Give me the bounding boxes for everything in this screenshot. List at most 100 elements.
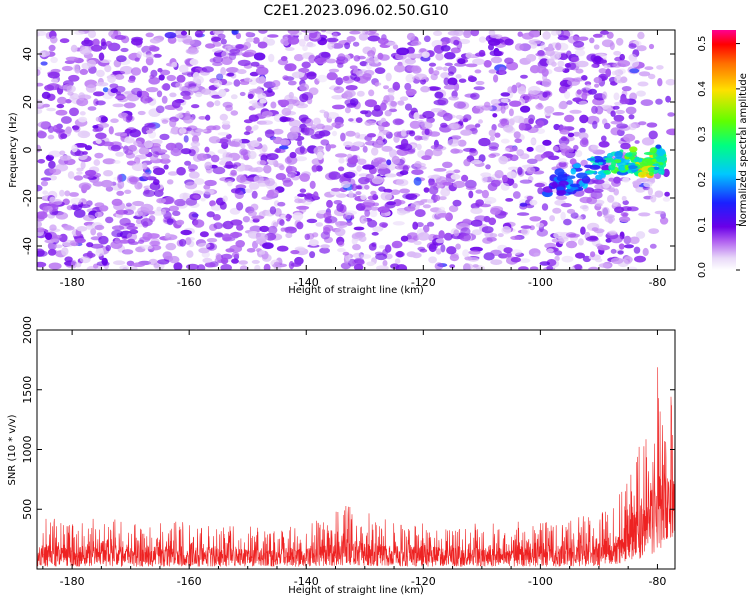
heatmap-cell <box>435 238 445 244</box>
heatmap-cell <box>219 113 228 121</box>
heatmap-y-label: Frequency (Hz) <box>8 112 19 188</box>
heatmap-cell <box>648 43 655 50</box>
heatmap-cell <box>413 240 422 246</box>
heatmap-cell <box>227 180 233 187</box>
heatmap-cell <box>298 114 309 122</box>
heatmap-cell <box>165 242 177 251</box>
heatmap-cell <box>95 139 102 144</box>
heatmap-cell <box>98 115 107 124</box>
heatmap-signal-cell <box>629 146 638 153</box>
heatmap-cell <box>78 116 88 123</box>
heatmap-cell <box>610 257 624 264</box>
heatmap-cell <box>576 89 582 95</box>
heatmap-cell <box>539 261 551 266</box>
heatmap-cell <box>37 261 47 268</box>
heatmap-cell <box>73 209 86 218</box>
heatmap-cell <box>250 140 260 148</box>
y-tick-label: 1000 <box>21 436 34 464</box>
heatmap-cell <box>319 109 326 114</box>
heatmap-cell <box>430 144 444 150</box>
heatmap-cell <box>460 129 473 136</box>
heatmap-cell <box>79 46 92 55</box>
heatmap-cell <box>527 85 541 95</box>
heatmap-cell <box>649 243 657 249</box>
heatmap-cell <box>594 55 602 63</box>
heatmap-cell <box>69 107 79 117</box>
heatmap-cell <box>65 224 72 230</box>
heatmap-cell <box>411 65 422 74</box>
heatmap-cell <box>528 30 541 38</box>
heatmap-cell <box>440 45 451 52</box>
snr-y-label: SNR (10 * v/v) <box>7 414 18 485</box>
heatmap-cell <box>289 126 302 134</box>
heatmap-cell <box>574 49 586 57</box>
heatmap-cell <box>193 178 205 185</box>
heatmap-cell <box>142 172 151 180</box>
heatmap-cell <box>172 210 181 216</box>
heatmap-cell <box>569 109 582 114</box>
heatmap-cell <box>123 145 129 154</box>
heatmap-cell <box>601 135 607 142</box>
heatmap-cell <box>546 265 554 270</box>
heatmap-cell <box>346 35 356 42</box>
heatmap-cell <box>453 30 464 36</box>
heatmap-cell <box>220 264 232 270</box>
heatmap-cell <box>37 130 44 136</box>
heatmap-cell <box>74 30 85 35</box>
heatmap-cell <box>448 96 459 101</box>
heatmap-cell <box>526 166 536 175</box>
heatmap-cell <box>657 78 663 87</box>
heatmap-cell <box>620 142 631 150</box>
heatmap-cell <box>180 30 188 36</box>
heatmap-cell <box>237 59 251 67</box>
heatmap-cell <box>370 206 380 211</box>
heatmap-cell <box>290 250 300 255</box>
heatmap-cell <box>194 30 203 38</box>
heatmap-cell <box>595 203 603 207</box>
heatmap-cell <box>158 74 165 81</box>
heatmap-cell <box>364 99 377 108</box>
heatmap-cell <box>388 91 395 96</box>
heatmap-cell <box>435 52 444 61</box>
heatmap-cell <box>459 233 471 242</box>
heatmap-cell <box>521 227 530 236</box>
heatmap-cell <box>110 118 119 123</box>
heatmap-cell <box>212 56 223 64</box>
heatmap-cell <box>643 181 653 188</box>
heatmap-cell <box>497 233 504 238</box>
heatmap-cell <box>435 66 444 71</box>
heatmap-cell <box>182 95 192 100</box>
heatmap-cell <box>526 195 534 200</box>
heatmap-cell <box>517 86 527 95</box>
heatmap-cell <box>378 245 386 249</box>
heatmap-cell <box>433 30 443 36</box>
heatmap-cell <box>490 249 502 256</box>
heatmap-cell <box>114 237 121 244</box>
heatmap-cell <box>485 164 491 170</box>
heatmap-cell <box>90 44 103 52</box>
heatmap-cell <box>46 107 56 112</box>
heatmap-cell <box>520 225 532 229</box>
heatmap-cell <box>314 130 326 139</box>
heatmap-cell <box>37 211 48 220</box>
heatmap-cell <box>366 261 375 267</box>
heatmap-cell <box>455 114 463 120</box>
heatmap-cell <box>331 130 338 137</box>
heatmap-cell <box>223 164 235 169</box>
y-tick-label: -40 <box>21 237 34 255</box>
heatmap-cell <box>647 187 654 196</box>
heatmap-cell <box>603 64 611 69</box>
heatmap-cell <box>250 203 259 211</box>
heatmap-cell <box>169 92 177 98</box>
heatmap-cell <box>80 161 86 169</box>
heatmap-cell <box>509 100 522 107</box>
heatmap-cell <box>178 64 189 74</box>
heatmap-cell <box>114 74 125 80</box>
heatmap-cell <box>297 193 307 198</box>
heatmap-cell <box>613 50 621 56</box>
heatmap-cell <box>440 122 448 128</box>
heatmap-cell <box>332 104 345 110</box>
heatmap-cell <box>644 66 654 70</box>
heatmap-cell <box>306 97 313 105</box>
heatmap-cell <box>105 40 113 47</box>
